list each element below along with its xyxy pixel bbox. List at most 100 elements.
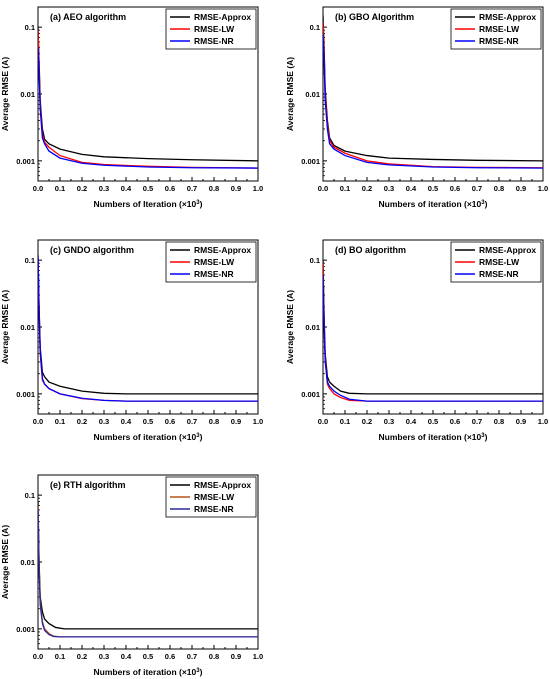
- legend-label: RMSE-Approx: [194, 12, 251, 22]
- x-tick-label: 0.1: [55, 652, 65, 661]
- legend-label: RMSE-NR: [479, 269, 519, 279]
- x-tick-label: 0.5: [428, 184, 438, 193]
- x-tick-label: 0.5: [143, 417, 153, 426]
- y-axis-label: Average RMSE (A): [285, 290, 295, 364]
- chart-panel: 0.0 0.1 0.2 0.3 0.4 0.5 0.6 0.7 0.8 0.9 1.0 0.1 0.01…: [0, 474, 263, 677]
- panel-title: (a) AEO algorithm: [50, 12, 126, 22]
- x-tick-label: 1.0: [253, 184, 263, 193]
- x-axis-label: Numbers of iteration (×103): [94, 432, 203, 442]
- x-tick-label: 0.3: [99, 652, 109, 661]
- panel-title: (d) BO algorithm: [335, 245, 406, 255]
- y-axis-label: Average RMSE (A): [0, 525, 10, 599]
- x-tick-label: 0.2: [362, 184, 372, 193]
- x-tick-label: 0.6: [165, 652, 175, 661]
- legend-label: RMSE-Approx: [479, 12, 536, 22]
- x-tick-label: 0.0: [33, 417, 43, 426]
- x-tick-label: 0.9: [231, 184, 241, 193]
- series-line: [323, 263, 543, 402]
- x-tick-label: 0.9: [231, 417, 241, 426]
- x-tick-label: 0.5: [428, 417, 438, 426]
- x-tick-label: 0.4: [121, 652, 132, 661]
- series-line: [38, 501, 258, 630]
- x-tick-label: 0.1: [340, 417, 350, 426]
- x-tick-label: 0.0: [318, 184, 328, 193]
- chart-panel: 0.0 0.1 0.2 0.3 0.4 0.5 0.6 0.7 0.8 0.9 1.0 0.1 0.01…: [0, 239, 263, 442]
- x-tick-label: 0.9: [516, 417, 526, 426]
- x-tick-label: 0.0: [318, 417, 328, 426]
- x-tick-label: 0.8: [494, 417, 504, 426]
- chart-panel: 0.0 0.1 0.2 0.3 0.4 0.5 0.6 0.7 0.8 0.9 1.0 0.1 0.01…: [285, 239, 548, 442]
- x-tick-label: 0.1: [340, 184, 350, 193]
- x-tick-label: 0.3: [384, 184, 394, 193]
- x-tick-label: 0.6: [165, 184, 175, 193]
- x-tick-label: 0.4: [121, 184, 132, 193]
- x-tick-label: 0.8: [209, 417, 219, 426]
- x-tick-label: 0.3: [99, 417, 109, 426]
- y-tick-label: 0.01: [20, 558, 35, 567]
- legend-label: RMSE-LW: [479, 24, 520, 34]
- x-tick-label: 0.6: [450, 184, 460, 193]
- x-tick-label: 0.4: [121, 417, 132, 426]
- x-tick-label: 0.6: [165, 417, 175, 426]
- y-tick-label: 0.001: [301, 390, 320, 399]
- x-axis-label: Numbers of Iteration (×103): [94, 199, 203, 209]
- chart-panel: 0.0 0.1 0.2 0.3 0.4 0.5 0.6 0.7 0.8 0.9 1.0 0.1 0.01…: [285, 6, 548, 209]
- x-axis-label: Numbers of iteration (×103): [379, 432, 488, 442]
- x-tick-label: 0.3: [384, 417, 394, 426]
- x-tick-label: 0.8: [209, 184, 219, 193]
- y-tick-label: 0.1: [25, 23, 35, 32]
- y-tick-label: 0.01: [305, 90, 320, 99]
- x-tick-label: 1.0: [538, 417, 548, 426]
- x-tick-label: 0.3: [99, 184, 109, 193]
- x-tick-label: 0.7: [187, 652, 197, 661]
- y-tick-label: 0.01: [20, 323, 35, 332]
- x-tick-label: 0.9: [231, 652, 241, 661]
- x-tick-label: 0.7: [472, 184, 482, 193]
- y-tick-label: 0.001: [301, 157, 320, 166]
- x-tick-label: 0.4: [406, 417, 417, 426]
- series-line: [38, 47, 258, 169]
- chart-panel: 0.0 0.1 0.2 0.3 0.4 0.5 0.6 0.7 0.8 0.9 1.0 0.1 0.01…: [0, 6, 263, 209]
- y-axis-label: Average RMSE (A): [0, 290, 10, 364]
- legend-label: RMSE-LW: [194, 492, 235, 502]
- x-tick-label: 0.7: [472, 417, 482, 426]
- x-tick-label: 0.2: [77, 652, 87, 661]
- x-tick-label: 0.2: [362, 417, 372, 426]
- legend-label: RMSE-Approx: [479, 245, 536, 255]
- x-tick-label: 0.8: [494, 184, 504, 193]
- panel-title: (b) GBO Algorithm: [335, 12, 414, 22]
- x-tick-label: 0.1: [55, 184, 65, 193]
- legend-label: RMSE-LW: [194, 257, 235, 267]
- legend-label: RMSE-NR: [479, 36, 519, 46]
- x-tick-label: 0.0: [33, 652, 43, 661]
- series-line: [38, 257, 258, 402]
- x-tick-label: 0.0: [33, 184, 43, 193]
- y-tick-label: 0.01: [305, 323, 320, 332]
- panel-title: (c) GNDO algorithm: [50, 245, 134, 255]
- y-tick-label: 0.1: [25, 491, 35, 500]
- x-tick-label: 0.5: [143, 652, 153, 661]
- x-tick-label: 0.7: [187, 184, 197, 193]
- y-tick-label: 0.1: [310, 23, 320, 32]
- legend-label: RMSE-NR: [194, 269, 234, 279]
- x-tick-label: 0.1: [55, 417, 65, 426]
- legend-label: RMSE-NR: [194, 504, 234, 514]
- x-tick-label: 0.4: [406, 184, 417, 193]
- x-tick-label: 0.2: [77, 417, 87, 426]
- legend-label: RMSE-LW: [479, 257, 520, 267]
- y-tick-label: 0.001: [16, 625, 35, 634]
- series-line: [38, 30, 258, 169]
- legend-label: RMSE-Approx: [194, 245, 251, 255]
- y-tick-label: 0.1: [25, 256, 35, 265]
- panel-title: (e) RTH algorithm: [50, 480, 126, 490]
- legend-label: RMSE-LW: [194, 24, 235, 34]
- series-line: [323, 33, 543, 169]
- y-axis-label: Average RMSE (A): [285, 57, 295, 131]
- x-tick-label: 1.0: [253, 417, 263, 426]
- x-tick-label: 0.2: [77, 184, 87, 193]
- y-tick-label: 0.01: [20, 90, 35, 99]
- y-tick-label: 0.001: [16, 157, 35, 166]
- legend-label: RMSE-Approx: [194, 480, 251, 490]
- x-axis-label: Numbers of iteration (×103): [379, 199, 488, 209]
